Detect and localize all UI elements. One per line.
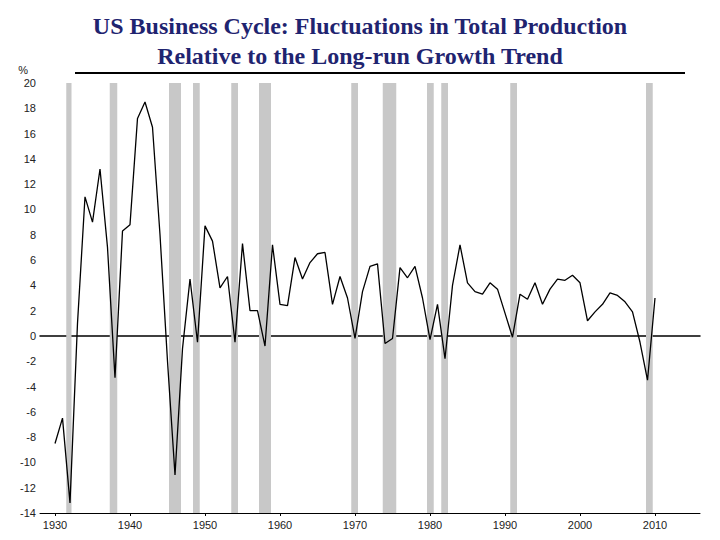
svg-text:1990: 1990 bbox=[493, 519, 517, 531]
svg-text:10: 10 bbox=[24, 203, 36, 215]
svg-text:-8: -8 bbox=[26, 431, 36, 443]
svg-text:4: 4 bbox=[30, 279, 36, 291]
svg-text:14: 14 bbox=[24, 153, 36, 165]
svg-text:1930: 1930 bbox=[43, 519, 67, 531]
svg-text:-6: -6 bbox=[26, 406, 36, 418]
svg-text:1980: 1980 bbox=[418, 519, 442, 531]
svg-text:1970: 1970 bbox=[343, 519, 367, 531]
svg-text:2000: 2000 bbox=[568, 519, 592, 531]
svg-text:US Business Cycle: Fluctuation: US Business Cycle: Fluctuations in Total… bbox=[93, 13, 627, 39]
svg-text:2010: 2010 bbox=[643, 519, 667, 531]
svg-text:12: 12 bbox=[24, 178, 36, 190]
svg-text:2: 2 bbox=[30, 305, 36, 317]
svg-text:-2: -2 bbox=[26, 355, 36, 367]
svg-text:-4: -4 bbox=[26, 381, 36, 393]
svg-text:-10: -10 bbox=[20, 456, 36, 468]
svg-text:20: 20 bbox=[24, 77, 36, 89]
svg-text:-12: -12 bbox=[20, 482, 36, 494]
svg-text:16: 16 bbox=[24, 128, 36, 140]
svg-text:8: 8 bbox=[30, 229, 36, 241]
svg-text:1960: 1960 bbox=[268, 519, 292, 531]
svg-text:1940: 1940 bbox=[118, 519, 142, 531]
svg-text:1950: 1950 bbox=[193, 519, 217, 531]
svg-text:-14: -14 bbox=[20, 507, 36, 519]
svg-text:18: 18 bbox=[24, 102, 36, 114]
svg-text:%: % bbox=[18, 64, 28, 76]
svg-text:Relative to the Long-run Growt: Relative to the Long-run Growth Trend bbox=[157, 43, 563, 69]
svg-text:6: 6 bbox=[30, 254, 36, 266]
svg-text:0: 0 bbox=[30, 330, 36, 342]
